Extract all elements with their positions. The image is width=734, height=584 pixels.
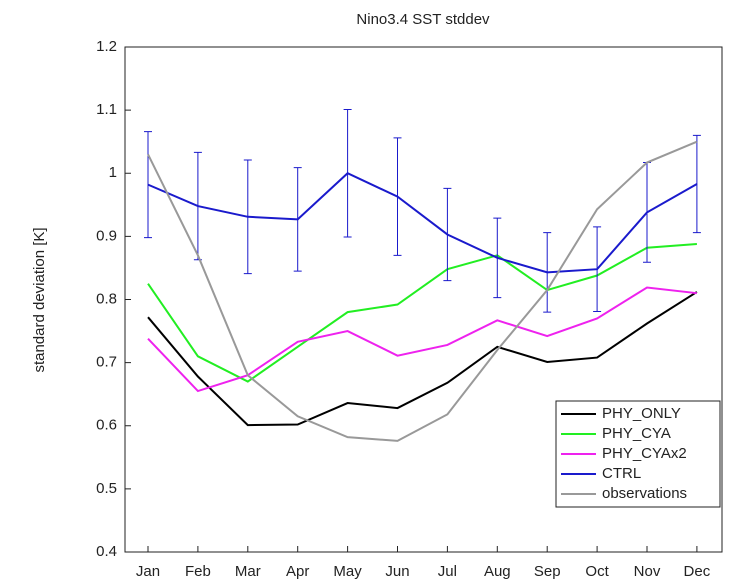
error-bar	[144, 131, 152, 239]
x-tick-label: Dec	[684, 563, 711, 580]
error-bar	[593, 226, 602, 312]
error-bar	[543, 232, 552, 313]
error-bar	[393, 137, 402, 256]
y-tick-label: 0.7	[96, 354, 117, 371]
x-tick-label: Mar	[235, 563, 261, 580]
x-tick-label: May	[333, 563, 362, 580]
error-bar	[443, 187, 452, 282]
legend-label: PHY_CYA	[602, 425, 671, 442]
x-tick-label: Oct	[585, 563, 609, 580]
x-tick-label: Jul	[438, 563, 457, 580]
series-line	[147, 286, 698, 393]
x-tick-label: Jun	[385, 563, 409, 580]
legend-label: PHY_ONLY	[602, 405, 681, 422]
y-tick-label: 0.5	[96, 480, 117, 497]
series-line	[147, 172, 698, 274]
error-bar	[343, 108, 352, 238]
y-axis-label: standard deviation [K]	[31, 227, 48, 372]
y-tick-label: 1.1	[96, 101, 117, 118]
x-tick-label: Sep	[534, 563, 561, 580]
chart-title: Nino3.4 SST stddev	[356, 11, 490, 28]
legend-label: PHY_CYAx2	[602, 445, 687, 462]
series-line	[147, 140, 698, 442]
error-bar	[493, 217, 502, 299]
error-bar	[692, 134, 701, 234]
y-tick-label: 0.4	[96, 543, 117, 560]
x-tick-label: Feb	[185, 563, 211, 580]
x-tick-label: Jan	[136, 563, 160, 580]
y-tick-label: 0.8	[96, 290, 117, 307]
legend-label: CTRL	[602, 465, 641, 482]
y-tick-label: 1.2	[96, 38, 117, 55]
legend-label: observations	[602, 485, 687, 502]
y-tick-label: 0.6	[96, 417, 117, 434]
y-tick-label: 1	[109, 164, 117, 181]
error-bar	[293, 167, 302, 272]
axis-frame	[124, 46, 723, 553]
x-tick-label: Nov	[634, 563, 661, 580]
series-line	[147, 242, 697, 383]
error-bar	[243, 159, 252, 275]
x-tick-label: Aug	[484, 563, 511, 580]
x-tick-label: Apr	[286, 563, 309, 580]
y-tick-label: 0.9	[96, 227, 117, 244]
series-line	[147, 291, 698, 427]
